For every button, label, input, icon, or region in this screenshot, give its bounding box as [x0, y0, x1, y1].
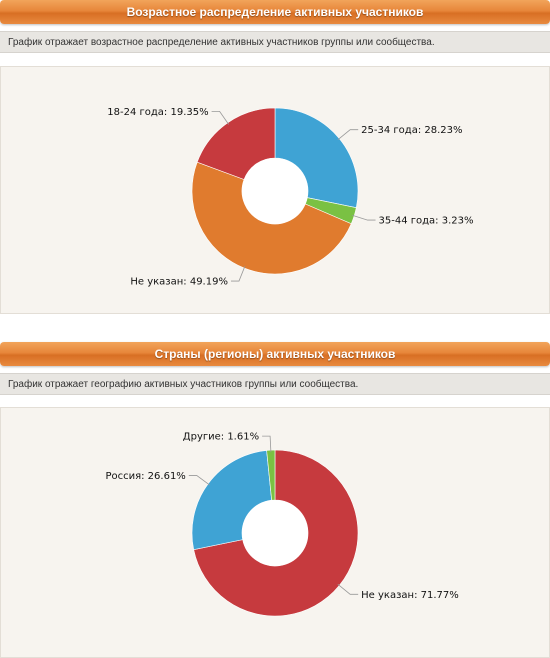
- slice-label: Не указан: 71.77%: [361, 590, 459, 601]
- slice-leader-line: [230, 266, 246, 282]
- country-section-description: График отражает географию активных участ…: [0, 373, 550, 395]
- country-chart-panel: Не указан: 71.77% Россия: 26.61% Другие: 1…: [0, 407, 550, 658]
- slice-leader-line: [211, 110, 230, 125]
- age-donut-chart: 25-34 года: 28.23% 35-44 года: 3.23% Не ук…: [107, 107, 474, 288]
- slice-leader-line: [337, 129, 359, 141]
- slice-leader-line: [352, 214, 376, 221]
- slice-label: 25-34 года: 28.23%: [361, 125, 462, 136]
- donut-hole: [242, 158, 308, 224]
- slice-label: 35-44 года: 3.23%: [379, 216, 474, 227]
- slice-label: 18-24 года: 19.35%: [107, 107, 208, 118]
- country-section-header: Страны (регионы) активных участников: [0, 342, 550, 366]
- donut-hole: [242, 500, 308, 566]
- slice-leader-line: [262, 435, 272, 453]
- slice-label: Россия: 26.61%: [105, 471, 185, 482]
- slice-label: Другие: 1.61%: [183, 432, 259, 443]
- age-section-description: График отражает возрастное распределение…: [0, 31, 550, 53]
- slice-leader-line: [188, 475, 210, 486]
- slice-leader-line: [337, 583, 359, 595]
- age-chart-panel: 25-34 года: 28.23% 35-44 года: 3.23% Не ук…: [0, 66, 550, 314]
- slice-label: Не указан: 49.19%: [130, 277, 228, 288]
- age-section-header: Возрастное распределение активных участн…: [0, 0, 550, 24]
- country-donut-chart: Не указан: 71.77% Россия: 26.61% Другие: 1…: [105, 432, 459, 617]
